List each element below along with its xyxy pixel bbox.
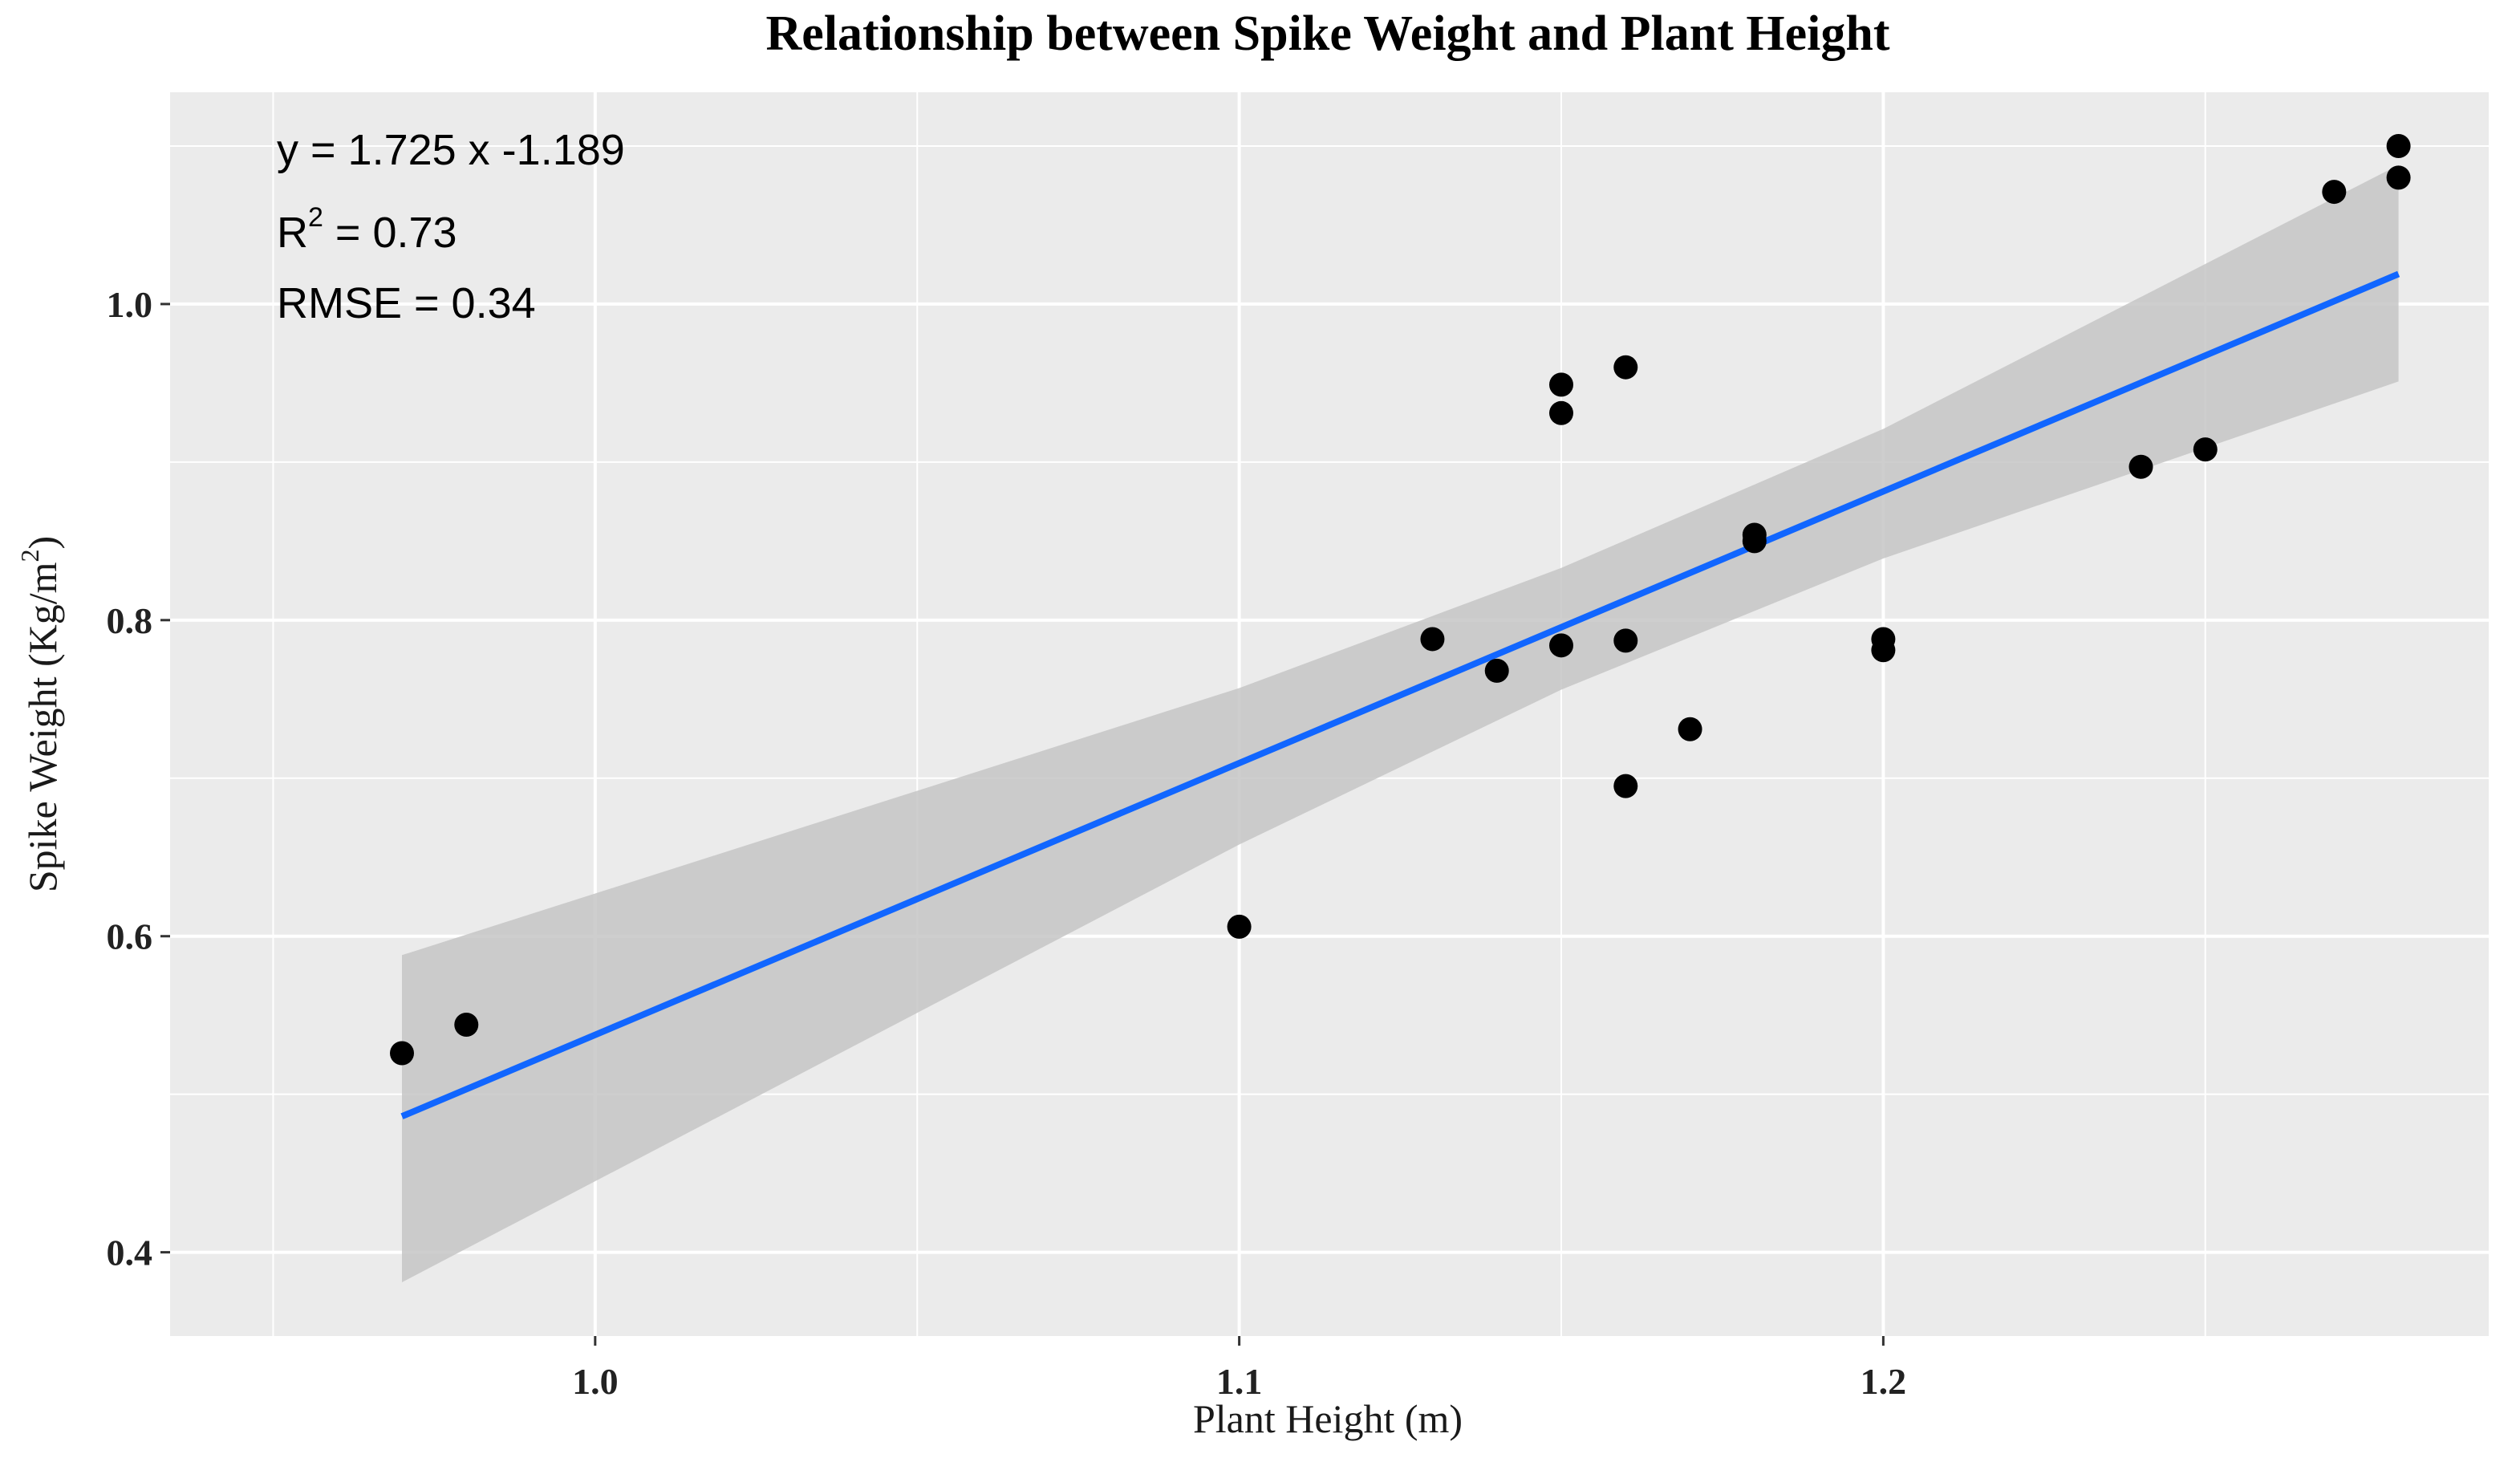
data-point xyxy=(1871,638,1896,663)
x-tick-label: 1.0 xyxy=(572,1361,619,1402)
data-point xyxy=(2386,133,2411,158)
data-point xyxy=(454,1013,479,1038)
y-axis-ticks: 0.4 0.6 0.8 1.0 xyxy=(107,284,170,1273)
data-point xyxy=(2128,454,2153,479)
data-point xyxy=(1549,372,1573,397)
data-point xyxy=(1613,355,1638,380)
data-point xyxy=(1742,529,1767,554)
rmse-annotation: RMSE = 0.34 xyxy=(277,279,536,327)
data-point xyxy=(1420,627,1445,652)
data-point xyxy=(390,1041,414,1066)
data-point xyxy=(1549,633,1573,658)
y-tick-label: 0.6 xyxy=(107,916,153,957)
data-point xyxy=(1484,658,1509,683)
equation-annotation: y = 1.725 x -1.189 xyxy=(277,126,625,174)
x-axis-title: Plant Height (m) xyxy=(1193,1396,1463,1441)
y-tick-label: 1.0 xyxy=(107,284,153,325)
x-axis-ticks: 1.0 1.1 1.2 xyxy=(572,1336,1906,1402)
data-point xyxy=(2322,180,2347,205)
y-tick-label: 0.4 xyxy=(107,1233,153,1273)
data-points xyxy=(390,133,2411,1066)
data-point xyxy=(1227,914,1252,939)
y-tick-label: 0.8 xyxy=(107,600,153,641)
data-point xyxy=(1613,628,1638,653)
r-squared-annotation: R2 = 0.73 xyxy=(277,202,457,257)
data-point xyxy=(1613,774,1638,798)
chart-title: Relationship between Spike Weight and Pl… xyxy=(766,6,1890,61)
x-tick-label: 1.2 xyxy=(1861,1361,1907,1402)
x-tick-label: 1.1 xyxy=(1216,1361,1263,1402)
data-point xyxy=(2386,165,2411,190)
data-point xyxy=(1678,717,1702,741)
confidence-band xyxy=(402,164,2399,1283)
data-point xyxy=(1549,400,1573,425)
data-point xyxy=(2193,437,2218,462)
regression-line xyxy=(400,270,2400,1119)
y-axis-title: Spike Weight (Kg/m2) xyxy=(15,536,65,892)
